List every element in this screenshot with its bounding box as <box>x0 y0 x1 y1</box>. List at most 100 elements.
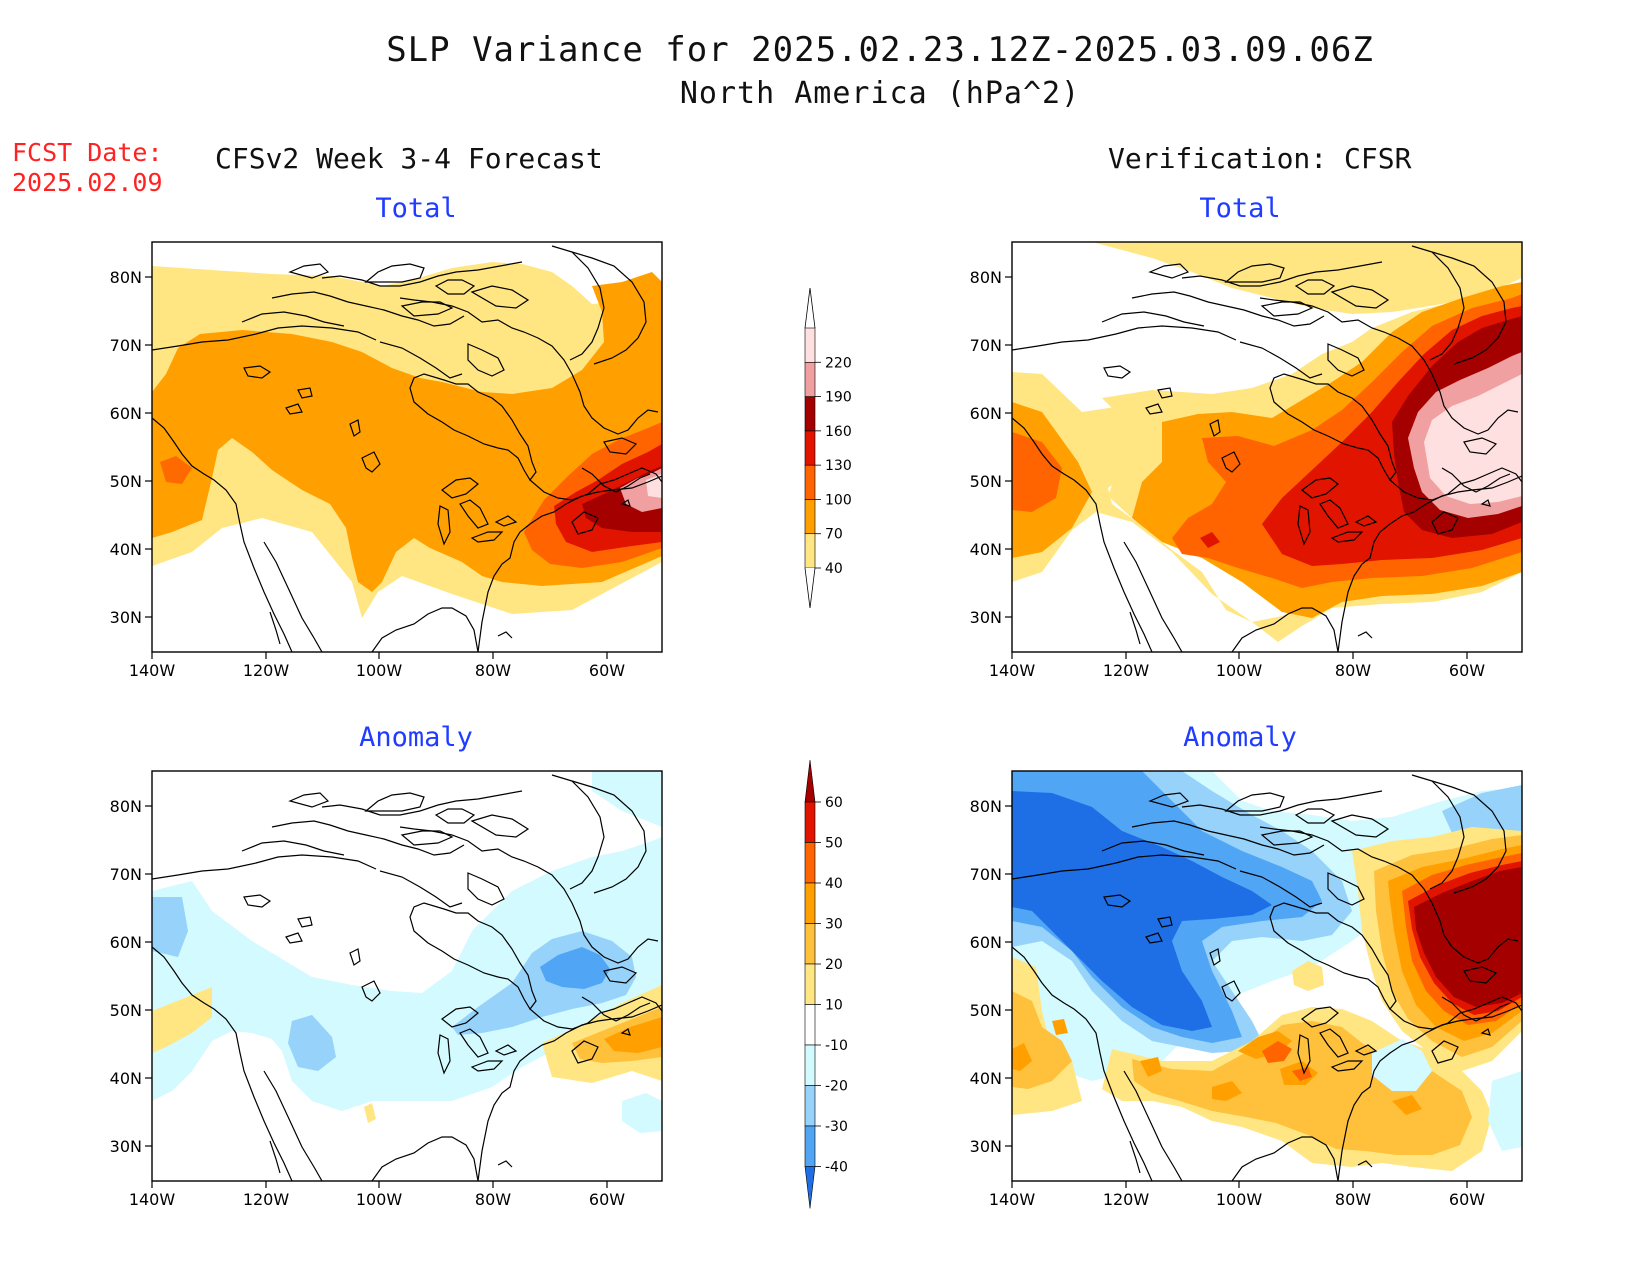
lat-tick-label: 80N <box>110 268 142 287</box>
main-title: SLP Variance for 2025.02.23.12Z-2025.03.… <box>386 30 1374 70</box>
forecast-anomaly-title: Anomaly <box>359 722 473 753</box>
lon-tick-label: 100W <box>1216 661 1263 680</box>
lat-tick-label: 80N <box>110 797 142 816</box>
lon-tick-label: 60W <box>1449 661 1485 680</box>
anomaly-colorbar-segment <box>804 1085 816 1127</box>
contour-220 <box>646 474 662 498</box>
forecast-total-title: Total <box>375 193 457 224</box>
lat-tick-label: 40N <box>110 540 142 559</box>
anomaly-colorbar-label: 10 <box>825 998 843 1014</box>
anomaly-colorbar-segment <box>804 1044 816 1086</box>
lat-tick-label: 50N <box>110 472 142 491</box>
anomaly-colorbar-label: 40 <box>825 876 843 892</box>
lon-tick-label: 60W <box>589 661 625 680</box>
verification-total-panel <box>1011 241 1523 653</box>
lat-tick-label: 30N <box>970 1137 1002 1156</box>
anomaly-colorbar-segment <box>804 801 816 843</box>
lon-tick-label: 100W <box>356 661 403 680</box>
anomaly-colorbar-segment <box>804 842 816 884</box>
contour-minus10-e <box>1372 1039 1522 1151</box>
verification-total-title: Total <box>1199 193 1281 224</box>
lat-tick-label: 30N <box>110 608 142 627</box>
lon-tick-label: 100W <box>356 1190 403 1209</box>
forecast-total-panel <box>151 241 663 653</box>
total-colorbar-segment <box>804 396 816 432</box>
lat-tick-label: 80N <box>970 797 1002 816</box>
verification-anomaly-panel <box>1011 770 1523 1182</box>
total-colorbar-label: 130 <box>825 458 852 474</box>
lat-tick-label: 40N <box>970 1069 1002 1088</box>
anomaly-colorbar-label: 20 <box>825 957 843 973</box>
contour-70-main <box>152 272 662 592</box>
lon-tick-label: 140W <box>129 1190 176 1209</box>
contour-30-a <box>1140 1031 1422 1115</box>
lat-tick-label: 40N <box>970 540 1002 559</box>
lat-tick-label: 50N <box>970 1001 1002 1020</box>
anomaly-colorbar-segment <box>804 963 816 1005</box>
total-colorbar-label: 40 <box>825 561 843 577</box>
total-colorbar-segment <box>804 327 816 363</box>
contour-30-west <box>1012 1019 1068 1071</box>
anomaly-colorbar-upper-tip <box>804 759 816 803</box>
total-colorbar-label: 220 <box>825 355 852 371</box>
lat-tick-label: 60N <box>970 404 1002 423</box>
lon-tick-label: 120W <box>243 661 290 680</box>
contour-10-c <box>364 1103 376 1123</box>
total-colorbar-upper-tip <box>804 287 816 329</box>
total-colorbar-lower-tip <box>804 567 816 609</box>
lat-tick-label: 50N <box>970 472 1002 491</box>
anomaly-colorbar-segment <box>804 1125 816 1167</box>
lon-tick-label: 120W <box>243 1190 290 1209</box>
lat-tick-label: 70N <box>110 336 142 355</box>
lat-tick-label: 50N <box>110 1001 142 1020</box>
anomaly-colorbar-label: 60 <box>825 795 843 811</box>
contour-minus10-a <box>592 771 662 827</box>
verification-column-header: Verification: CFSR <box>1108 142 1412 175</box>
fcst-date-label: FCST Date: <box>12 138 163 167</box>
main-subtitle: North America (hPa^2) <box>679 76 1081 111</box>
total-colorbar-label: 160 <box>825 424 852 440</box>
lat-tick-label: 60N <box>110 933 142 952</box>
anomaly-colorbar-segment <box>804 923 816 965</box>
forecast-column-header: CFSv2 Week 3-4 Forecast <box>215 142 603 175</box>
contour-minus10-b <box>152 837 662 1111</box>
total-colorbar-label: 190 <box>825 390 852 406</box>
total-colorbar-segment <box>804 430 816 466</box>
lon-tick-label: 60W <box>1449 1190 1485 1209</box>
lon-tick-label: 140W <box>129 661 176 680</box>
contour-minus30 <box>540 947 610 989</box>
lon-tick-label: 80W <box>1335 1190 1371 1209</box>
lat-tick-label: 60N <box>110 404 142 423</box>
anomaly-colorbar: 60 50 40 30 20 10 -10 -20 -30 -40 <box>804 759 848 1209</box>
anomaly-colorbar-label: 30 <box>825 917 843 933</box>
anomaly-colorbar-label: 50 <box>825 836 843 852</box>
contour-40-top <box>1092 242 1522 314</box>
total-colorbar: 40 70 100 130 160 190 220 <box>804 287 852 609</box>
lon-tick-label: 80W <box>1335 661 1371 680</box>
contour-minus10-c <box>622 1093 662 1133</box>
lon-tick-label: 120W <box>1103 1190 1150 1209</box>
contour-20-main <box>1132 1021 1472 1155</box>
contour-minus40 <box>1012 791 1272 1031</box>
anomaly-colorbar-segment <box>804 1004 816 1046</box>
lon-tick-label: 80W <box>475 661 511 680</box>
total-colorbar-label: 70 <box>825 527 843 543</box>
verification-anomaly-title: Anomaly <box>1183 722 1297 753</box>
contour-minus20-a <box>152 897 188 957</box>
lat-tick-label: 60N <box>970 933 1002 952</box>
contour-10-a <box>152 987 212 1053</box>
total-colorbar-segment <box>804 464 816 500</box>
lon-tick-label: 60W <box>589 1190 625 1209</box>
contour-40-a <box>1262 1041 1312 1081</box>
lon-tick-label: 100W <box>1216 1190 1263 1209</box>
anomaly-colorbar-lower-tip <box>804 1166 816 1209</box>
contour-30 <box>604 1017 662 1053</box>
contour-10-mid <box>1292 961 1324 991</box>
lat-tick-label: 70N <box>110 865 142 884</box>
contour-minus20-b <box>288 1015 336 1071</box>
anomaly-colorbar-segment <box>804 882 816 924</box>
lon-tick-label: 120W <box>1103 661 1150 680</box>
total-colorbar-label: 100 <box>825 492 852 508</box>
lon-tick-label: 80W <box>475 1190 511 1209</box>
